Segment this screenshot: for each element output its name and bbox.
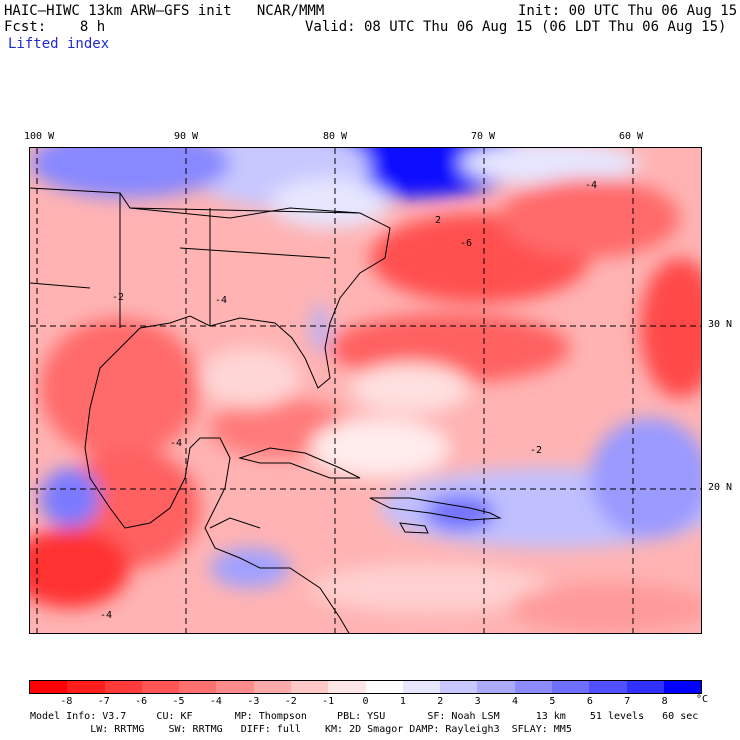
colorbar-swatch xyxy=(402,681,441,693)
colorbar-tick: -2 xyxy=(284,696,297,707)
colorbar-swatch xyxy=(514,681,552,693)
valid-time: Valid: 08 UTC Thu 06 Aug 15 (06 LDT Thu … xyxy=(305,19,727,35)
lat-label-30n: 30 N xyxy=(708,319,733,330)
colorbar-swatch xyxy=(589,681,627,693)
colorbar-swatch xyxy=(30,681,68,693)
colorbar-swatch xyxy=(477,681,515,693)
colorbar-tick: -4 xyxy=(209,696,222,707)
model-info-line1: Model Info: V3.7 CU: KF MP: Thompson PBL… xyxy=(30,711,699,722)
colorbar-tick: -7 xyxy=(97,696,110,707)
colorbar-tick: 5 xyxy=(549,696,556,707)
map-canvas: -2 -4 -6 2 -4 -4 -4 -2 xyxy=(30,148,701,633)
colorbar-tick: -3 xyxy=(247,696,260,707)
colorbar-swatch xyxy=(365,681,403,693)
lat-label-20n: 20 N xyxy=(708,482,733,493)
colorbar-tick: 8 xyxy=(661,696,668,707)
colorbar-swatch xyxy=(67,681,105,693)
lon-label-90w: 90 W xyxy=(174,131,199,142)
lon-label-80w: 80 W xyxy=(323,131,348,142)
colorbar-tick: -8 xyxy=(60,696,73,707)
colorbar-swatch xyxy=(328,681,366,693)
colorbar-swatch xyxy=(253,681,291,693)
contour-label: -6 xyxy=(460,238,472,249)
colorbar-swatch xyxy=(141,681,180,693)
colorbar-swatch xyxy=(216,681,254,693)
lat-lon-grid xyxy=(30,148,701,633)
colorbar-tick: -1 xyxy=(322,696,335,707)
colorbar-tick: 1 xyxy=(399,696,406,707)
colorbar-swatch xyxy=(626,681,664,693)
coastlines xyxy=(30,187,502,633)
colorbar-swatch xyxy=(440,681,478,693)
lon-label-70w: 70 W xyxy=(471,131,496,142)
colorbar-tick: 2 xyxy=(437,696,444,707)
colorbar-tick: -5 xyxy=(172,696,185,707)
colorbar-swatch xyxy=(290,681,329,693)
forecast-hour: Fcst: 8 h xyxy=(4,19,106,35)
contour-label: -2 xyxy=(112,292,124,303)
colorbar-tick: 6 xyxy=(586,696,593,707)
colorbar-tick: 3 xyxy=(474,696,481,707)
colorbar-tick: 7 xyxy=(624,696,631,707)
colorbar xyxy=(29,680,702,694)
colorbar-tick: -6 xyxy=(135,696,148,707)
lon-label-60w: 60 W xyxy=(619,131,644,142)
colorbar-unit: °C xyxy=(696,694,709,705)
contour-label: 2 xyxy=(435,215,441,226)
contour-label: -4 xyxy=(100,610,112,621)
contour-label: -4 xyxy=(215,295,227,306)
colorbar-swatch xyxy=(179,681,217,693)
model-title: HAIC–HIWC 13km ARW–GFS init NCAR/MMM xyxy=(4,3,325,19)
contour-labels: -2 -4 -6 2 -4 -4 -4 -2 xyxy=(100,180,597,621)
lifted-index-field xyxy=(30,148,701,633)
contour-label: -2 xyxy=(530,445,542,456)
colorbar-tick: 0 xyxy=(362,696,369,707)
colorbar-swatch xyxy=(551,681,590,693)
model-info-line2: LW: RRTMG SW: RRTMG DIFF: full KM: 2D Sm… xyxy=(30,724,572,735)
contour-label: -4 xyxy=(585,180,597,191)
lon-label-100w: 100 W xyxy=(24,131,55,142)
init-time: Init: 00 UTC Thu 06 Aug 15 xyxy=(518,3,738,19)
contour-label: -4 xyxy=(170,438,182,449)
lifted-index-map: -2 -4 -6 2 -4 -4 -4 -2 xyxy=(29,147,702,634)
colorbar-swatch xyxy=(663,681,702,693)
field-name: Lifted index xyxy=(8,36,110,52)
colorbar-tick: 4 xyxy=(512,696,519,707)
colorbar-swatch xyxy=(104,681,142,693)
